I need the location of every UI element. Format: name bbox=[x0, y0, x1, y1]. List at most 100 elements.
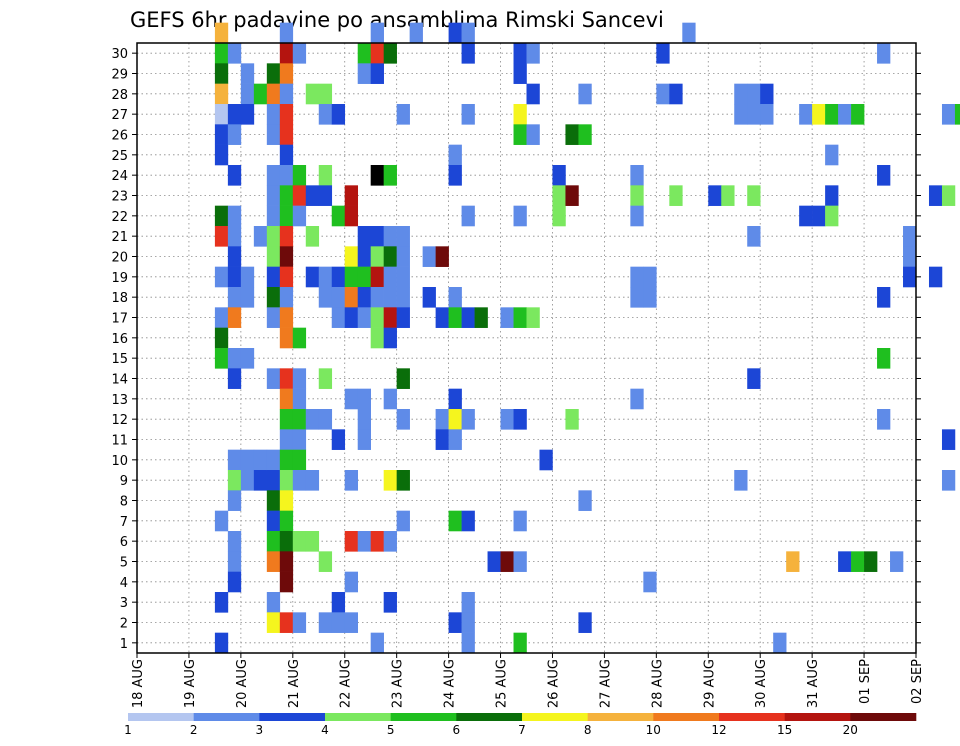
heatmap-cell bbox=[513, 205, 527, 227]
heatmap-cell bbox=[331, 287, 346, 308]
heatmap-cell bbox=[305, 83, 320, 105]
heatmap-cell bbox=[227, 205, 242, 227]
heatmap-cell bbox=[941, 429, 956, 450]
heatmap-cell bbox=[513, 551, 527, 572]
legend-label: 6 bbox=[452, 723, 460, 737]
heatmap-cell bbox=[669, 185, 683, 206]
heatmap-cell bbox=[266, 266, 281, 288]
heatmap-cell bbox=[669, 83, 683, 105]
y-tick-label: 27 bbox=[111, 108, 128, 123]
y-tick-label: 28 bbox=[111, 88, 128, 103]
x-axis-ticks: 18 AUG 19 AUG 20 AUG 21 AUG 22 AUG 23 AUG 24 A… bbox=[131, 653, 925, 708]
heatmap-cell bbox=[279, 510, 294, 532]
heatmap-cell bbox=[357, 409, 371, 430]
heatmap-cell bbox=[370, 327, 384, 349]
heatmap-cell bbox=[292, 409, 307, 430]
heatmap-cell bbox=[383, 327, 397, 349]
heatmap-cell bbox=[253, 83, 268, 105]
heatmap-cell bbox=[370, 246, 384, 267]
heatmap-cell bbox=[279, 368, 294, 389]
heatmap-cell bbox=[747, 104, 761, 125]
heatmap-cell bbox=[812, 205, 826, 227]
heatmap-cell bbox=[344, 246, 359, 267]
y-tick-label: 21 bbox=[111, 230, 128, 245]
heatmap-cell bbox=[279, 388, 294, 410]
heatmap-cell bbox=[214, 226, 229, 247]
heatmap-cell bbox=[448, 429, 462, 450]
heatmap-cell bbox=[383, 165, 397, 186]
heatmap-cell bbox=[565, 409, 579, 430]
heatmap-cell bbox=[240, 266, 255, 288]
heatmap-cell bbox=[578, 490, 592, 511]
heatmap-cell bbox=[266, 165, 281, 186]
legend-swatch bbox=[259, 713, 326, 721]
y-axis-ticks: 1234567891011121314151617181920212223242… bbox=[111, 47, 921, 652]
heatmap-cell bbox=[513, 124, 527, 145]
heatmap-cell bbox=[448, 22, 462, 44]
heatmap-cell bbox=[838, 551, 852, 572]
heatmap-cell bbox=[214, 632, 229, 654]
heatmap-cell bbox=[422, 246, 436, 267]
heatmap-cell bbox=[851, 104, 865, 125]
heatmap-cell bbox=[448, 409, 462, 430]
heatmap-cell bbox=[292, 449, 307, 471]
heatmap-cell bbox=[409, 22, 423, 44]
x-tick-label: 02 SEP bbox=[910, 659, 925, 704]
heatmap-cell bbox=[383, 470, 397, 491]
heatmap-cell bbox=[578, 612, 592, 633]
heatmap-cell bbox=[448, 144, 462, 166]
heatmap-cell bbox=[396, 246, 410, 267]
heatmap-cell bbox=[292, 612, 307, 633]
heatmap-cell bbox=[227, 165, 242, 186]
heatmap-cell bbox=[344, 205, 359, 227]
heatmap-cell bbox=[370, 43, 384, 64]
heatmap-cell bbox=[877, 348, 891, 369]
heatmap-cell bbox=[500, 409, 514, 430]
heatmap-cell bbox=[877, 287, 891, 308]
legend-label: 10 bbox=[646, 723, 661, 737]
heatmap-cell bbox=[357, 266, 371, 288]
y-tick-label: 16 bbox=[111, 332, 128, 347]
x-tick-label: 28 AUG bbox=[650, 659, 665, 708]
y-tick-label: 25 bbox=[111, 149, 128, 164]
y-tick-label: 1 bbox=[120, 637, 128, 652]
y-tick-label: 11 bbox=[111, 434, 128, 449]
heatmap-cell bbox=[279, 571, 294, 593]
heatmap-cell bbox=[227, 266, 242, 288]
y-tick-label: 30 bbox=[111, 47, 128, 62]
heatmap-cell bbox=[383, 43, 397, 64]
heatmap-cell bbox=[344, 571, 359, 593]
heatmap-cell bbox=[214, 43, 229, 64]
legend-label: 3 bbox=[255, 723, 263, 737]
heatmap-cell bbox=[448, 287, 462, 308]
heatmap-cell bbox=[279, 287, 294, 308]
x-tick-label: 24 AUG bbox=[443, 659, 458, 708]
heatmap-cell bbox=[396, 307, 410, 328]
heatmap-cell bbox=[253, 449, 268, 471]
heatmap-cell bbox=[227, 124, 242, 145]
y-tick-label: 17 bbox=[111, 312, 128, 327]
heatmap-cell bbox=[331, 104, 346, 125]
heatmap-cell bbox=[383, 307, 397, 328]
heatmap-cell bbox=[435, 307, 449, 328]
legend-swatch bbox=[850, 713, 917, 721]
heatmap-cell bbox=[292, 327, 307, 349]
heatmap-cell bbox=[344, 266, 359, 288]
heatmap-cell bbox=[396, 409, 410, 430]
heatmap-cell bbox=[279, 226, 294, 247]
y-tick-label: 14 bbox=[111, 373, 128, 388]
y-tick-label: 4 bbox=[120, 576, 128, 591]
y-tick-label: 10 bbox=[111, 454, 128, 469]
heatmap-cell bbox=[266, 531, 281, 552]
heatmap-cell bbox=[370, 266, 384, 288]
heatmap-cell bbox=[331, 429, 346, 450]
y-tick-label: 2 bbox=[120, 617, 128, 632]
legend-swatch bbox=[325, 713, 391, 721]
heatmap-cell bbox=[370, 63, 384, 84]
heatmap-cell bbox=[760, 83, 774, 105]
x-tick-label: 31 AUG bbox=[806, 659, 821, 708]
heatmap-cell bbox=[279, 63, 294, 84]
heatmap-cell bbox=[344, 388, 359, 410]
heatmap-cell bbox=[279, 470, 294, 491]
heatmap-cell bbox=[435, 409, 449, 430]
